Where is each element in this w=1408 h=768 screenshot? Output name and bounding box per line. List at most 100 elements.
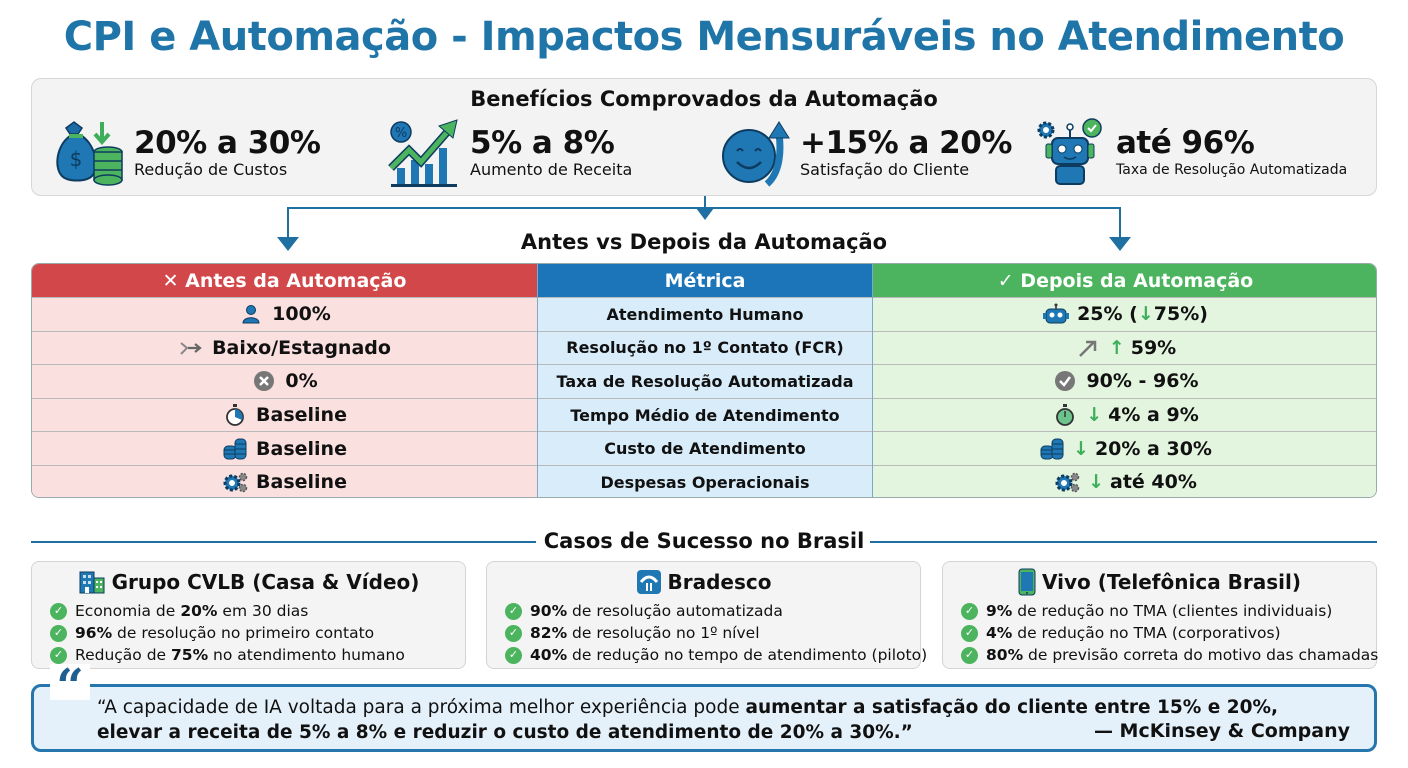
before-value: Baseline xyxy=(256,404,347,427)
after-value-tail: 75%) xyxy=(1153,303,1208,326)
benefit-value: 5% a 8% xyxy=(470,125,615,161)
cases-title: Casos de Sucesso no Brasil xyxy=(543,529,865,553)
benefits-title: Benefícios Comprovados da Automação xyxy=(470,87,938,111)
point-text: em 30 dias xyxy=(222,602,309,620)
arrow-down-icon: ↓ xyxy=(1137,303,1154,326)
list-item: ✓ 82% de resolução no 1º nível xyxy=(505,622,902,644)
check-icon: ✓ xyxy=(961,624,978,642)
table-row: Custo de Atendimento xyxy=(538,431,872,465)
case-card-bradesco: Bradesco ✓ 90% de resolução automatizada … xyxy=(486,561,927,669)
quote-box: “A capacidade de IA voltada para a próxi… xyxy=(31,684,1377,752)
point-text: de redução no tempo de atendimento (pilo… xyxy=(567,646,928,664)
arrow-down-icon xyxy=(696,208,714,220)
metric-label: Tempo Médio de Atendimento xyxy=(570,405,840,425)
check-icon: ✓ xyxy=(505,646,522,664)
before-column: ✕ Antes da Automação 100% Baixo/Estagnad… xyxy=(32,264,537,497)
table-row: 0% xyxy=(32,364,537,398)
metric-label: Atendimento Humano xyxy=(606,304,804,324)
case-name: Bradesco xyxy=(667,570,772,594)
point-value: 40% xyxy=(530,646,568,664)
table-row: 100% xyxy=(32,297,537,331)
list-item: ✓ 96% de resolução no primeiro contato xyxy=(50,622,447,644)
benefit-satisfaction: +15% a 20% Satisfação do Cliente xyxy=(716,117,1012,189)
case-header: Bradesco xyxy=(505,568,902,596)
metric-label: Resolução no 1º Contato (FCR) xyxy=(566,338,844,358)
point-value: 75% xyxy=(171,646,209,664)
connector-line xyxy=(704,196,706,208)
list-item: ✓ 80% de previsão correta do motivo das c… xyxy=(961,644,1378,666)
after-value: 59% xyxy=(1130,336,1177,359)
benefit-label: Redução de Custos xyxy=(134,160,288,179)
point-text: Economia de xyxy=(75,602,176,620)
connector-line xyxy=(1119,207,1121,237)
case-header: Vivo (Telefônica Brasil) xyxy=(961,568,1358,596)
point-text: de redução no TMA (corporativos) xyxy=(1012,624,1281,642)
smartphone-icon xyxy=(1018,568,1036,596)
gears-icon xyxy=(1054,471,1080,493)
table-row: 25% (↓ 75%) xyxy=(873,297,1376,331)
smiley-arrow-up-icon xyxy=(716,117,794,189)
comparison-table: ✕ Antes da Automação 100% Baixo/Estagnad… xyxy=(31,263,1377,498)
stopwatch-icon xyxy=(1052,404,1078,426)
benefit-revenue-increase: % 5% a 8% Aumento de Receita xyxy=(386,117,632,189)
benefit-label: Aumento de Receita xyxy=(470,160,633,179)
benefit-cost-reduction: $ 20% a 30% Redução de Custos xyxy=(50,117,321,189)
table-row: ↓ 20% a 30% xyxy=(873,431,1376,465)
point-value: 9% xyxy=(986,602,1013,620)
benefit-label: Taxa de Resolução Automatizada xyxy=(1116,162,1348,178)
check-icon: ✓ xyxy=(961,646,978,664)
case-header: Grupo CVLB (Casa & Vídeo) xyxy=(50,568,447,596)
arrow-down-icon xyxy=(1109,237,1131,251)
table-row: ↓ 4% a 9% xyxy=(873,397,1376,432)
point-value: 90% xyxy=(530,602,568,620)
metric-label: Custo de Atendimento xyxy=(604,439,806,459)
point-value: 20% xyxy=(180,602,218,620)
metric-label: Taxa de Resolução Automatizada xyxy=(556,371,854,391)
check-icon: ✓ xyxy=(505,602,522,620)
before-value: 100% xyxy=(272,303,331,326)
svg-text:$: $ xyxy=(70,147,83,171)
benefit-label: Satisfação do Cliente xyxy=(800,160,970,179)
table-row: ↓ até 40% xyxy=(873,464,1376,497)
point-text: Redução de xyxy=(75,646,172,664)
trend-up-icon xyxy=(1075,337,1101,359)
table-row: Baseline xyxy=(32,431,537,465)
after-value: até 40% xyxy=(1110,471,1197,494)
before-value: Baixo/Estagnado xyxy=(212,336,391,359)
case-card-cvlb: Grupo CVLB (Casa & Vídeo) ✓ Economia de 2… xyxy=(31,561,466,669)
before-header: ✕ Antes da Automação xyxy=(32,264,537,297)
case-card-vivo: Vivo (Telefônica Brasil) ✓ 9% de redução … xyxy=(942,561,1378,669)
divider-right xyxy=(870,541,1377,543)
gears-icon xyxy=(222,471,248,493)
quote-mark-icon: “ xyxy=(50,663,90,711)
case-name: Vivo (Telefônica Brasil) xyxy=(1041,570,1302,594)
benefits-panel: Benefícios Comprovados da Automação $ 20… xyxy=(31,78,1377,196)
metric-column: Métrica Atendimento Humano Resolução no … xyxy=(537,264,873,497)
list-item: ✓ Economia de 20% em 30 dias xyxy=(50,600,447,622)
check-icon: ✓ xyxy=(50,602,67,620)
bank-logo-icon xyxy=(636,569,662,595)
stopwatch-icon xyxy=(222,404,248,426)
list-item: ✓ Redução de 75% no atendimento humano xyxy=(50,644,447,666)
list-item: ✓ 9% de redução no TMA (clientes individu… xyxy=(961,600,1358,622)
table-row: Resolução no 1º Contato (FCR) xyxy=(538,330,872,365)
check-icon: ✓ xyxy=(50,624,67,642)
quote-emphasis: aumentar a satisfação do cliente entre 1… xyxy=(745,697,1279,718)
table-row: Atendimento Humano xyxy=(538,297,872,331)
table-row: Tempo Médio de Atendimento xyxy=(538,397,872,432)
after-column: ✓ Depois da Automação 25% (↓ 75%) ↑ 59% 90… xyxy=(873,264,1376,497)
robot-check-icon xyxy=(1032,117,1110,189)
check-icon: ✓ xyxy=(961,602,978,620)
comparison-title: Antes vs Depois da Automação xyxy=(520,230,888,254)
list-item: ✓ 4% de redução no TMA (corporativos) xyxy=(961,622,1358,644)
point-value: 4% xyxy=(986,624,1013,642)
metric-label: Despesas Operacionais xyxy=(600,472,810,492)
point-text: de resolução no primeiro contato xyxy=(112,624,375,642)
benefit-value: +15% a 20% xyxy=(800,125,1012,161)
check-icon: ✓ xyxy=(50,646,67,664)
person-icon xyxy=(238,303,264,325)
coins-stack-icon xyxy=(222,438,248,460)
quote-text: “A capacidade de IA voltada para a próxi… xyxy=(97,695,1278,745)
list-item: ✓ 90% de resolução automatizada xyxy=(505,600,902,622)
coins-stack-icon xyxy=(1039,438,1065,460)
